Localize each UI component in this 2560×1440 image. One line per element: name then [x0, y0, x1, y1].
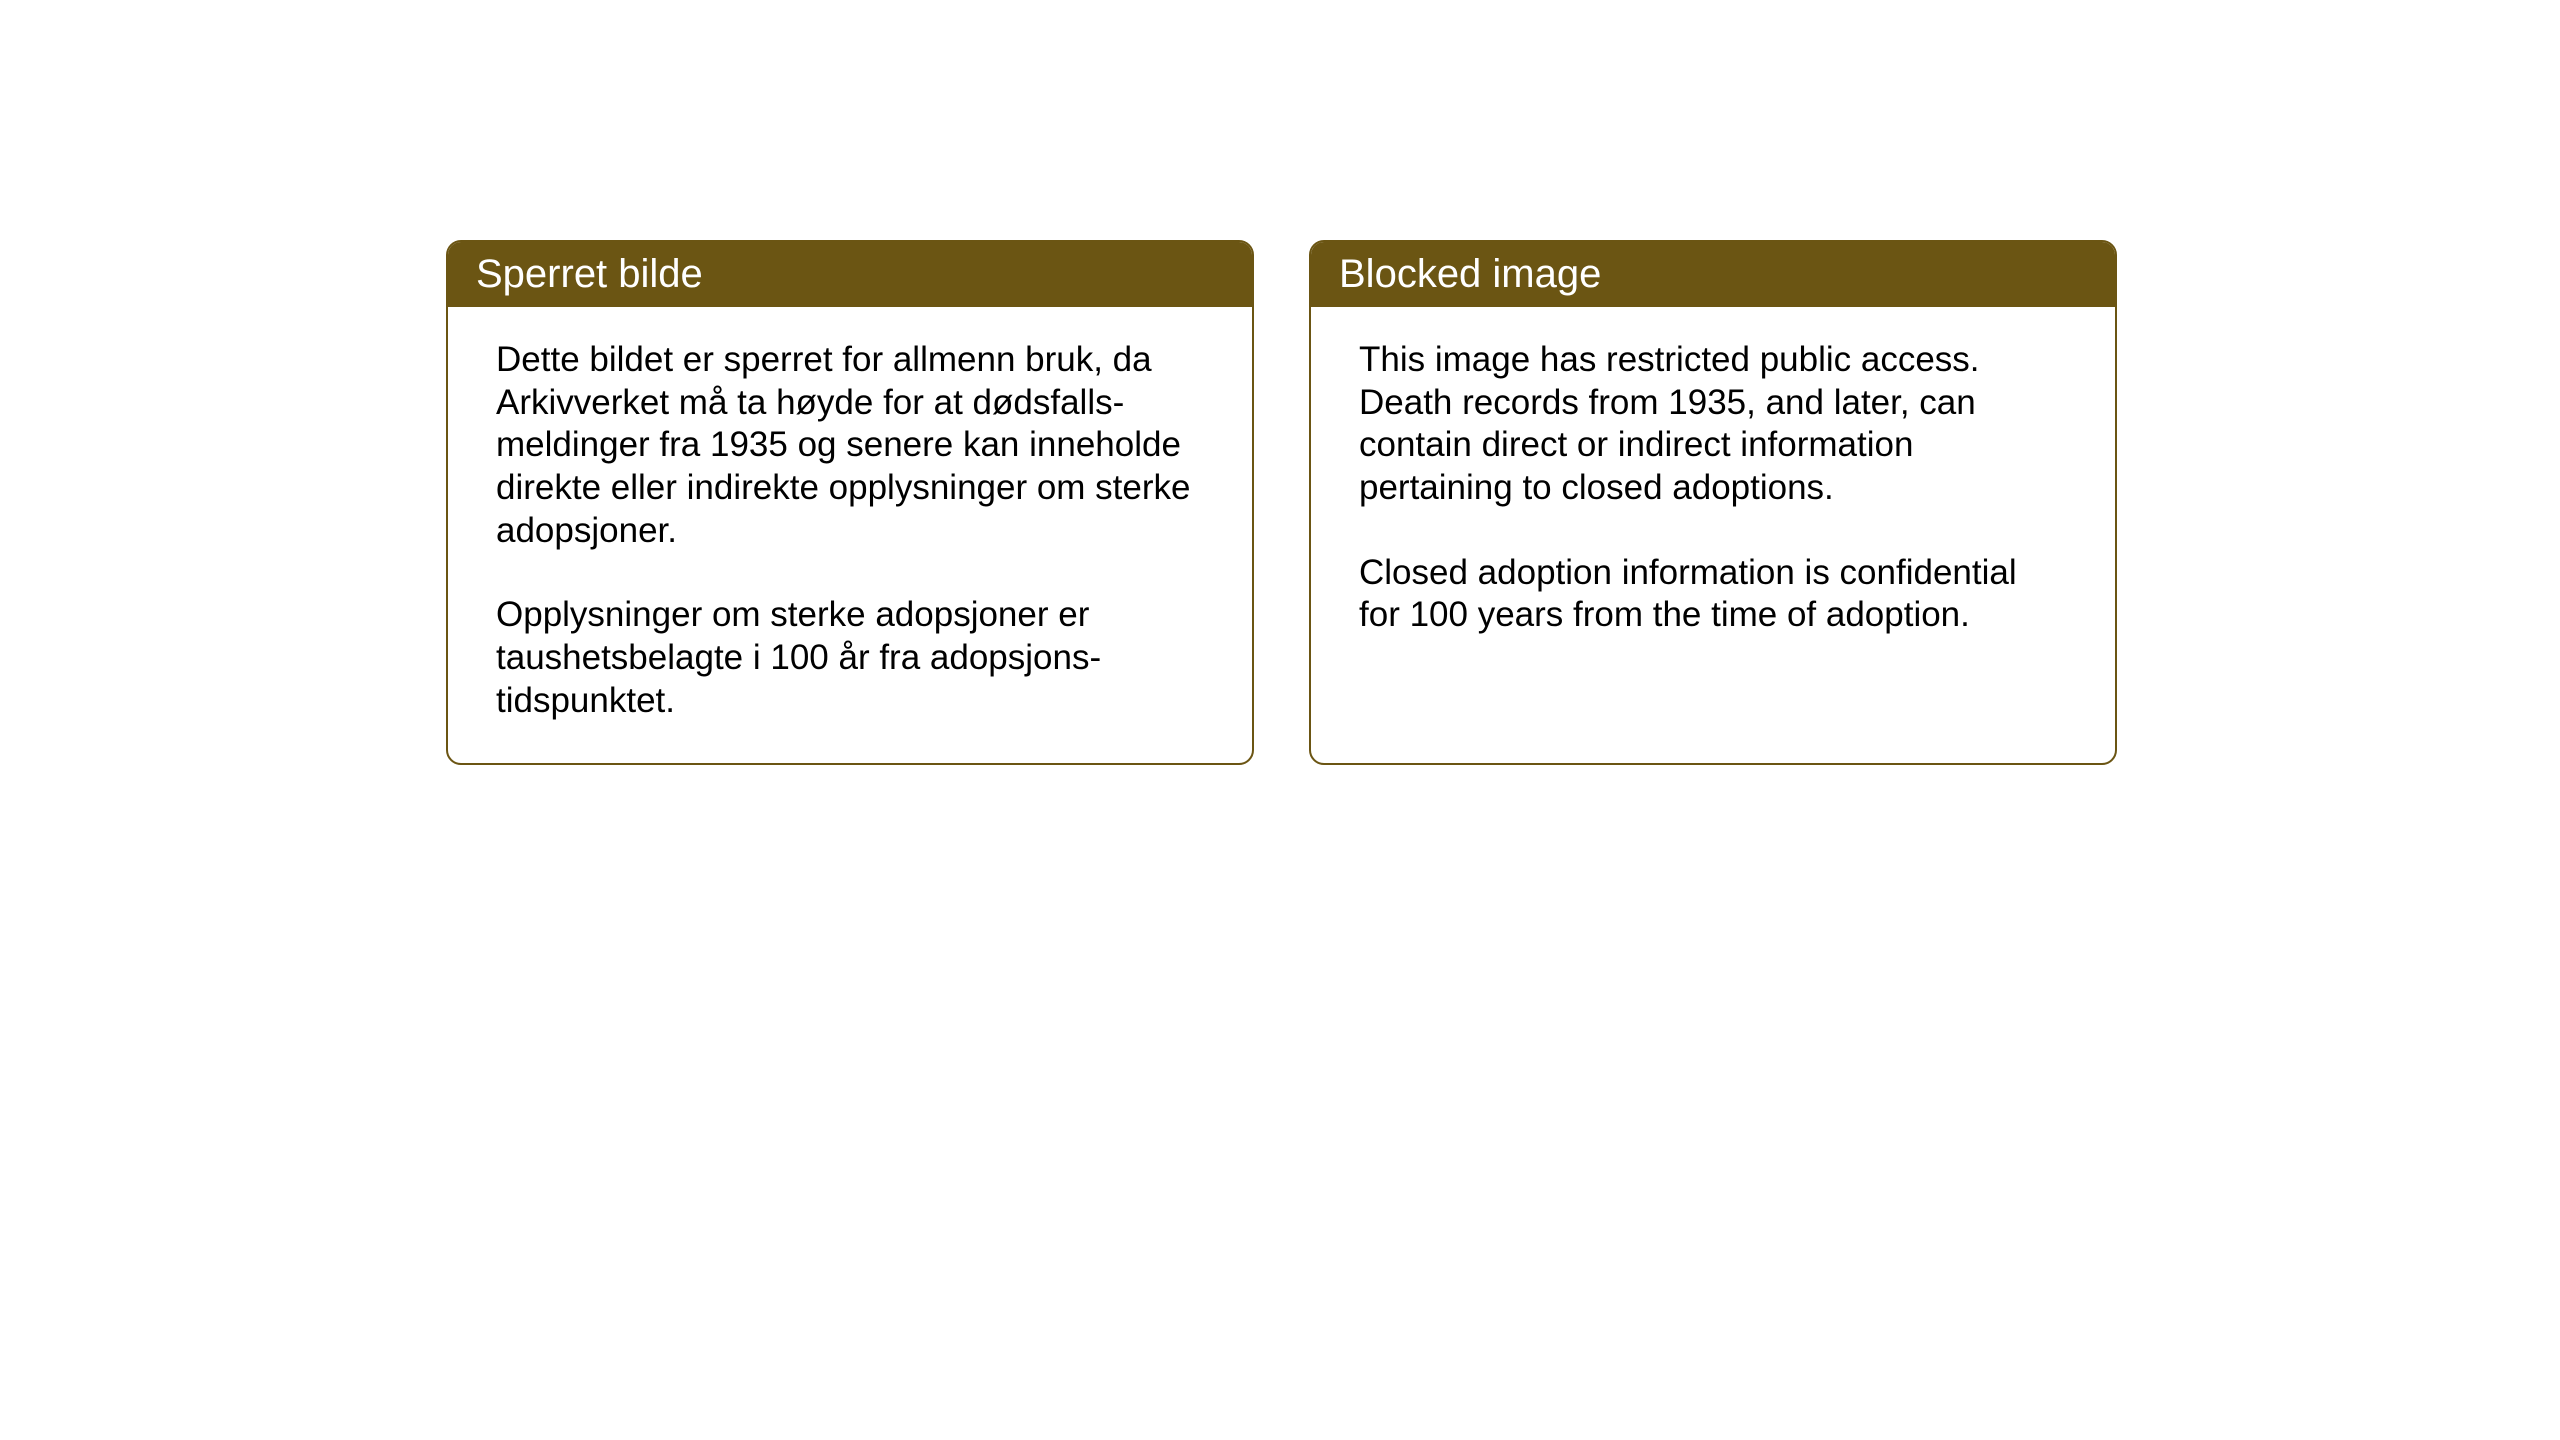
english-card-title: Blocked image [1339, 252, 1601, 296]
english-card-body: This image has restricted public access.… [1311, 307, 2115, 747]
norwegian-card-body: Dette bildet er sperret for allmenn bruk… [448, 307, 1252, 763]
norwegian-card: Sperret bilde Dette bildet er sperret fo… [446, 240, 1254, 765]
english-card: Blocked image This image has restricted … [1309, 240, 2117, 765]
norwegian-card-title: Sperret bilde [476, 252, 703, 296]
norwegian-card-paragraph-2: Opplysninger om sterke adopsjoner er tau… [496, 594, 1204, 722]
english-card-paragraph-2: Closed adoption information is confident… [1359, 552, 2067, 637]
norwegian-card-header: Sperret bilde [448, 242, 1252, 307]
english-card-paragraph-1: This image has restricted public access.… [1359, 339, 2067, 510]
english-card-header: Blocked image [1311, 242, 2115, 307]
norwegian-card-paragraph-1: Dette bildet er sperret for allmenn bruk… [496, 339, 1204, 552]
cards-container: Sperret bilde Dette bildet er sperret fo… [446, 240, 2117, 765]
